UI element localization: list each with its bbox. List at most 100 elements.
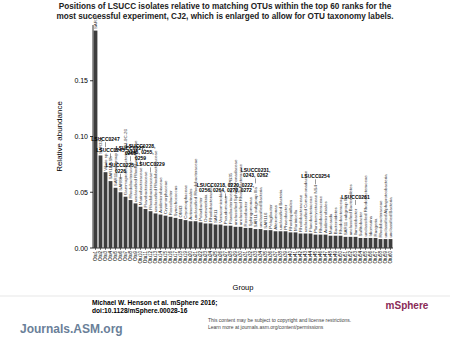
bar — [259, 229, 263, 248]
bar — [209, 223, 213, 248]
x-tick — [250, 248, 251, 250]
annotation: 0243, 0262 — [243, 172, 268, 178]
bar — [374, 238, 378, 248]
annotation: 0256, 0264, 0270, 0272 — [199, 187, 252, 193]
bar — [194, 221, 198, 248]
x-tick — [115, 248, 116, 250]
bar — [144, 209, 148, 248]
bar — [219, 225, 223, 248]
x-tick — [120, 248, 121, 250]
bar — [159, 215, 163, 248]
x-tick — [355, 248, 356, 250]
bar — [124, 197, 128, 248]
x-tick — [345, 248, 346, 250]
x-tick — [145, 248, 146, 250]
x-tick — [245, 248, 246, 250]
x-tick — [95, 248, 96, 250]
bars — [94, 31, 393, 248]
bar — [354, 237, 358, 248]
x-tick — [185, 248, 186, 250]
x-tick — [105, 248, 106, 250]
bar — [299, 234, 303, 248]
x-tick — [340, 248, 341, 250]
y-tick — [90, 248, 93, 249]
annotation: LSUCC0261 — [341, 194, 370, 200]
x-tick — [240, 248, 241, 250]
bar — [364, 238, 368, 248]
bar — [389, 239, 393, 248]
x-tick — [110, 248, 111, 250]
x-tick — [175, 248, 176, 250]
bar — [294, 232, 298, 248]
x-tick — [375, 248, 376, 250]
bar — [314, 235, 318, 248]
bar — [339, 236, 343, 248]
x-tick — [235, 248, 236, 250]
annotation-line — [120, 174, 121, 179]
title-line: Positions of LSUCC isolates relative to … — [59, 2, 392, 11]
x-tick — [365, 248, 366, 250]
x-tick — [380, 248, 381, 250]
y-tick-label: 0.15 — [74, 77, 88, 84]
bar — [119, 192, 123, 248]
x-tick — [325, 248, 326, 250]
x-tick — [370, 248, 371, 250]
bar — [269, 230, 273, 248]
bar — [229, 226, 233, 248]
x-tick — [310, 248, 311, 250]
x-tick — [155, 248, 156, 250]
bar — [169, 217, 173, 248]
bar — [379, 239, 383, 248]
x-tick — [190, 248, 191, 250]
y-axis-label: Relative abundance — [55, 101, 64, 172]
annotation-line — [255, 178, 256, 183]
bar — [109, 181, 113, 248]
y-tick-label: 0.00 — [74, 245, 88, 252]
bar — [274, 231, 278, 248]
bar — [384, 239, 388, 248]
annotation-line — [150, 167, 151, 172]
bar-label: SAR11 — [93, 15, 98, 29]
bar — [189, 221, 193, 248]
bar — [154, 213, 158, 248]
bar — [204, 223, 208, 248]
bar — [129, 200, 133, 248]
x-tick — [180, 248, 181, 250]
x-tick — [285, 248, 286, 250]
x-tick — [230, 248, 231, 250]
bar — [304, 234, 308, 248]
annotation-line — [110, 153, 111, 158]
bar — [334, 236, 338, 248]
bar — [359, 238, 363, 248]
doi: doi:10.1128/mSphere.00028-16 — [92, 307, 188, 315]
bar — [349, 237, 353, 248]
x-tick — [385, 248, 386, 250]
title-line: most successful experiment, CJ2, which i… — [56, 12, 393, 21]
x-tick — [150, 248, 151, 250]
annotation-line — [225, 193, 226, 198]
x-tick — [270, 248, 271, 250]
bar — [249, 228, 253, 248]
annotation: LSUCC0247 — [91, 136, 120, 142]
bar-label: unclassified Bacteria — [388, 197, 393, 238]
x-tick — [130, 248, 131, 250]
bar — [254, 229, 258, 248]
notice: This content may be subject to copyright… — [208, 317, 351, 323]
x-tick — [300, 248, 301, 250]
bar — [309, 234, 313, 248]
annotation: LSUCC0254 — [301, 173, 330, 179]
x-tick — [360, 248, 361, 250]
x-tick — [135, 248, 136, 250]
footer-rule — [0, 296, 450, 297]
bar — [369, 238, 373, 248]
x-tick — [160, 248, 161, 250]
annotation: 0259 — [135, 155, 146, 161]
bar — [104, 172, 108, 248]
x-tick — [320, 248, 321, 250]
x-axis-label: Group — [233, 283, 254, 292]
bar — [199, 222, 203, 248]
y-tick — [90, 192, 93, 193]
x-tick — [225, 248, 226, 250]
bar — [329, 236, 333, 248]
bar — [264, 230, 268, 248]
